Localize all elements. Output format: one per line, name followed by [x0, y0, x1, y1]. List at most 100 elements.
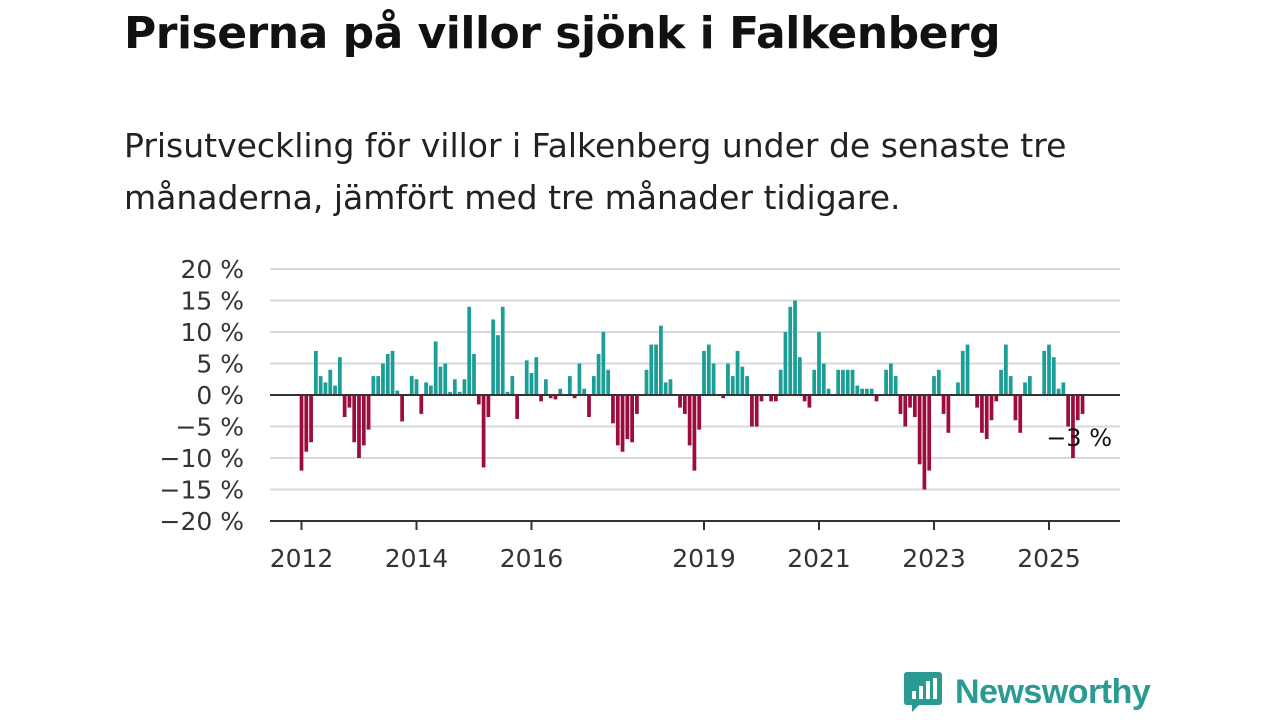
bar — [524, 360, 529, 395]
bar — [721, 395, 726, 399]
y-tick-label: −15 % — [160, 476, 244, 505]
bar — [889, 363, 893, 395]
bar — [395, 390, 400, 395]
bar — [491, 319, 496, 395]
bar — [687, 395, 692, 446]
bar — [865, 388, 869, 395]
bar — [826, 388, 831, 395]
bar — [328, 369, 333, 395]
bar — [1018, 395, 1023, 433]
bar — [692, 395, 697, 471]
bar — [1066, 395, 1071, 427]
bar — [1013, 395, 1018, 421]
bar — [750, 395, 754, 427]
bar — [366, 395, 371, 430]
bar — [591, 376, 596, 395]
bar — [711, 363, 716, 395]
bar — [898, 395, 903, 414]
bar — [663, 382, 668, 395]
bar — [299, 395, 304, 471]
bar — [577, 363, 582, 395]
bar — [529, 372, 534, 395]
bar — [994, 395, 999, 402]
bar — [481, 395, 486, 468]
bar — [783, 332, 788, 395]
bar — [754, 395, 759, 427]
bar — [807, 395, 812, 408]
bar — [726, 363, 730, 395]
bar — [462, 379, 467, 395]
x-tick-label: 2019 — [672, 544, 736, 573]
bar — [769, 395, 773, 402]
bar — [860, 388, 864, 395]
bar — [496, 335, 500, 395]
y-tick-label: 20 % — [180, 255, 244, 284]
bar — [318, 376, 323, 395]
bar — [1075, 395, 1080, 421]
axes — [270, 394, 1120, 530]
y-tick-label: −10 % — [160, 444, 244, 473]
x-axis-labels: 2012 2014 2016 2019 2021 2023 2025 — [270, 544, 1081, 573]
bar — [337, 357, 342, 395]
bar — [654, 344, 658, 395]
bar — [893, 376, 898, 395]
bar — [352, 395, 357, 443]
bar — [884, 369, 888, 395]
bar — [802, 395, 807, 402]
bar — [989, 395, 994, 421]
bar — [936, 369, 941, 395]
x-tick-label: 2021 — [787, 544, 851, 573]
y-tick-label: −5 % — [175, 413, 244, 442]
x-tick-label: 2023 — [902, 544, 966, 573]
bar — [567, 376, 572, 395]
bar — [409, 376, 414, 395]
bar — [850, 369, 855, 395]
bar — [975, 395, 979, 408]
bar — [381, 363, 385, 395]
bar — [1061, 382, 1066, 395]
bar — [357, 395, 361, 458]
bar — [956, 382, 960, 395]
bar — [908, 395, 912, 408]
bar — [534, 357, 539, 395]
bar — [587, 395, 591, 418]
newsworthy-logo: Newsworthy — [903, 670, 1151, 714]
bar — [1027, 376, 1032, 395]
bar — [903, 395, 908, 427]
bar — [620, 395, 625, 452]
bar — [836, 369, 841, 395]
bar — [745, 376, 749, 395]
bar — [845, 369, 850, 395]
bar — [1042, 350, 1047, 395]
bar — [558, 388, 563, 395]
x-tick-label: 2012 — [270, 544, 334, 573]
bar — [630, 395, 634, 443]
bar — [347, 395, 352, 408]
bar — [414, 379, 419, 395]
bar — [778, 369, 783, 395]
y-tick-label: 0 % — [196, 381, 244, 410]
x-tick-label: 2014 — [385, 544, 449, 573]
bar — [980, 395, 984, 433]
bar — [927, 395, 932, 471]
bar — [515, 395, 519, 419]
bar — [606, 369, 611, 395]
bar — [467, 306, 472, 395]
y-tick-label: −20 % — [160, 507, 244, 536]
bar — [1051, 357, 1056, 395]
x-tick-label: 2016 — [500, 544, 564, 573]
bar — [960, 350, 965, 395]
bar — [510, 376, 515, 395]
bar — [1023, 382, 1027, 395]
bar — [505, 391, 510, 395]
bar — [596, 354, 601, 395]
bar — [625, 395, 630, 440]
bar — [424, 382, 428, 395]
bar — [429, 385, 433, 395]
bar — [452, 379, 457, 395]
bar — [941, 395, 946, 414]
bar — [438, 366, 443, 395]
bar — [984, 395, 989, 440]
bar — [730, 376, 735, 395]
